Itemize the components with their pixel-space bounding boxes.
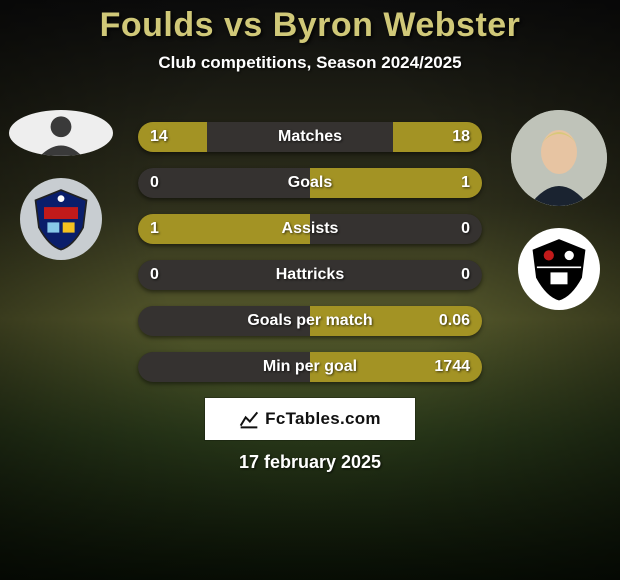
stat-left-fill xyxy=(138,214,310,244)
right-club-badge xyxy=(518,228,600,310)
generated-date: 17 february 2025 xyxy=(0,452,620,473)
stat-row: Hattricks00 xyxy=(138,260,482,290)
silhouette-icon xyxy=(9,110,113,156)
comparison-bars: Matches1418 Goals01 Assists10 Hattricks00 Go… xyxy=(138,122,482,398)
stat-right-fill xyxy=(310,168,482,198)
player-photo-icon xyxy=(511,110,607,206)
right-player-avatar xyxy=(511,110,607,206)
page-title: Foulds vs Byron Webster xyxy=(0,6,620,45)
stat-right-fill xyxy=(310,352,482,382)
comparison-card: Foulds vs Byron Webster Club competition… xyxy=(0,0,620,580)
stat-row: Goals01 xyxy=(138,168,482,198)
club-crest-icon xyxy=(525,235,593,303)
line-chart-icon xyxy=(239,409,259,429)
right-player-column xyxy=(504,110,614,310)
page-subtitle: Club competitions, Season 2024/2025 xyxy=(0,53,620,73)
attribution-link[interactable]: FcTables.com xyxy=(205,398,415,440)
club-crest-icon xyxy=(27,185,95,253)
stat-right-fill xyxy=(393,122,482,152)
left-player-avatar xyxy=(9,110,113,156)
attribution-text: FcTables.com xyxy=(265,409,381,429)
left-player-column xyxy=(6,110,116,260)
stat-row: Goals per match0.06 xyxy=(138,306,482,336)
stat-right-fill xyxy=(310,306,482,336)
stat-row: Matches1418 xyxy=(138,122,482,152)
stat-left-fill xyxy=(138,122,207,152)
left-club-badge xyxy=(20,178,102,260)
stat-row: Min per goal1744 xyxy=(138,352,482,382)
stat-row: Assists10 xyxy=(138,214,482,244)
